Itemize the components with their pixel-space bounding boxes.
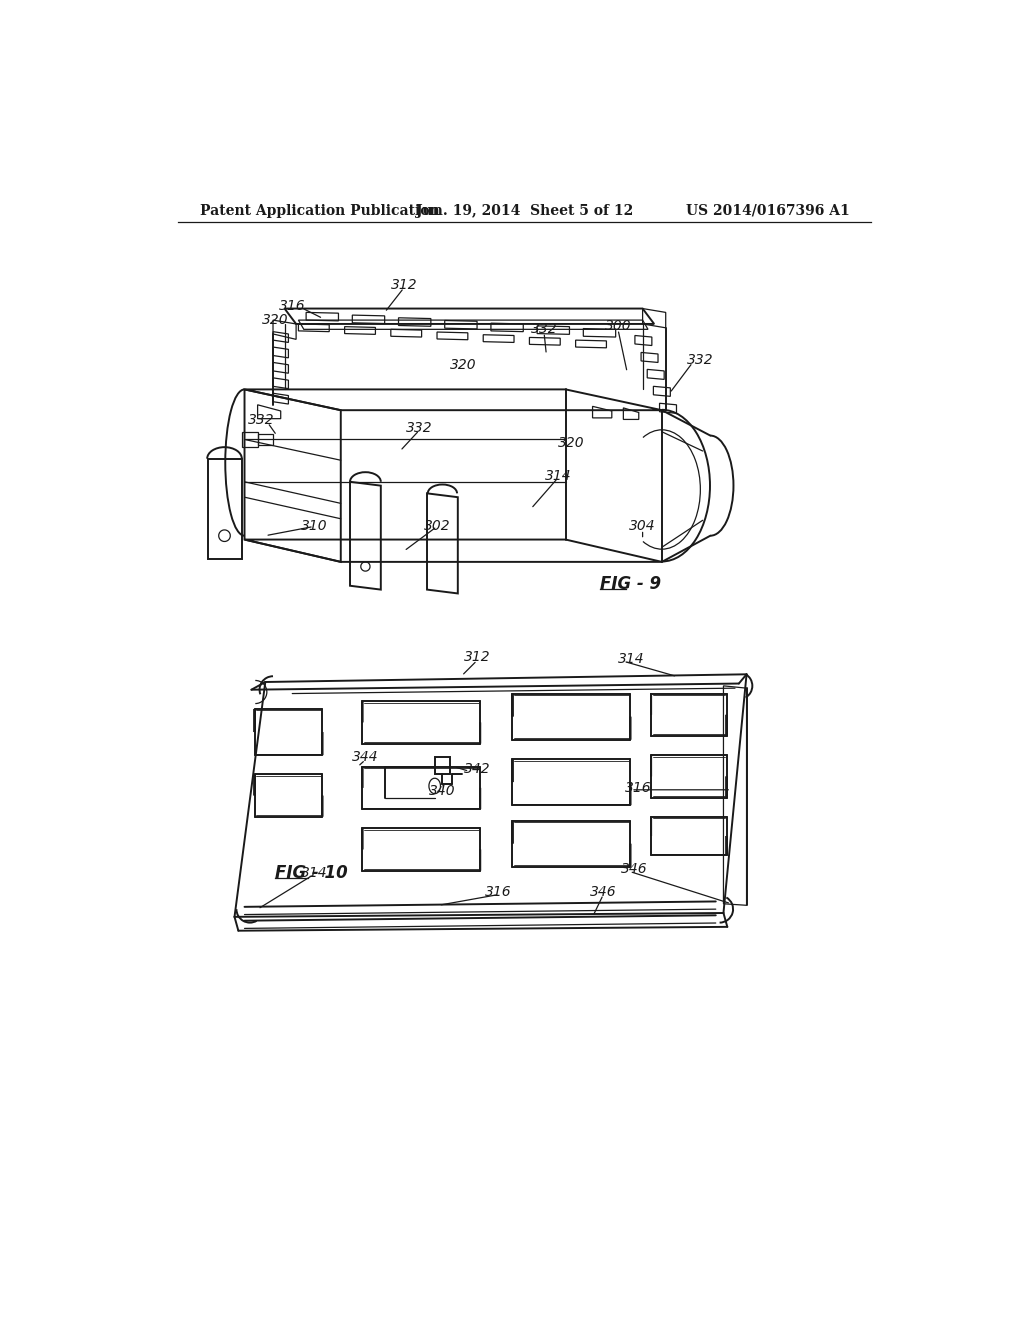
- Text: 332: 332: [406, 421, 432, 434]
- Text: US 2014/0167396 A1: US 2014/0167396 A1: [686, 203, 850, 218]
- Text: 320: 320: [558, 437, 585, 450]
- Text: 332: 332: [248, 413, 274, 428]
- Text: 320: 320: [262, 313, 289, 327]
- Text: 332: 332: [530, 322, 557, 337]
- Text: 314: 314: [300, 866, 327, 880]
- Text: 346: 346: [590, 886, 616, 899]
- Text: 312: 312: [464, 651, 490, 664]
- Text: 310: 310: [300, 520, 327, 533]
- Text: 304: 304: [630, 520, 656, 533]
- Text: 320: 320: [450, 358, 476, 372]
- Text: Patent Application Publication: Patent Application Publication: [200, 203, 439, 218]
- Text: 316: 316: [626, 781, 652, 795]
- Text: FIG - 9: FIG - 9: [600, 576, 662, 593]
- Text: 300: 300: [604, 319, 631, 333]
- Text: FIG - 10: FIG - 10: [275, 865, 348, 882]
- Text: 314: 314: [545, 469, 571, 483]
- Text: 316: 316: [485, 886, 512, 899]
- Text: 340: 340: [429, 784, 456, 799]
- Text: 312: 312: [390, 279, 417, 293]
- Text: 302: 302: [424, 520, 451, 533]
- Text: 314: 314: [617, 652, 644, 665]
- Text: 342: 342: [464, 762, 490, 776]
- Text: 346: 346: [621, 862, 647, 876]
- Text: Jun. 19, 2014  Sheet 5 of 12: Jun. 19, 2014 Sheet 5 of 12: [416, 203, 634, 218]
- Text: 344: 344: [352, 751, 379, 764]
- Text: 316: 316: [279, 300, 305, 313]
- Text: 332: 332: [687, 354, 714, 367]
